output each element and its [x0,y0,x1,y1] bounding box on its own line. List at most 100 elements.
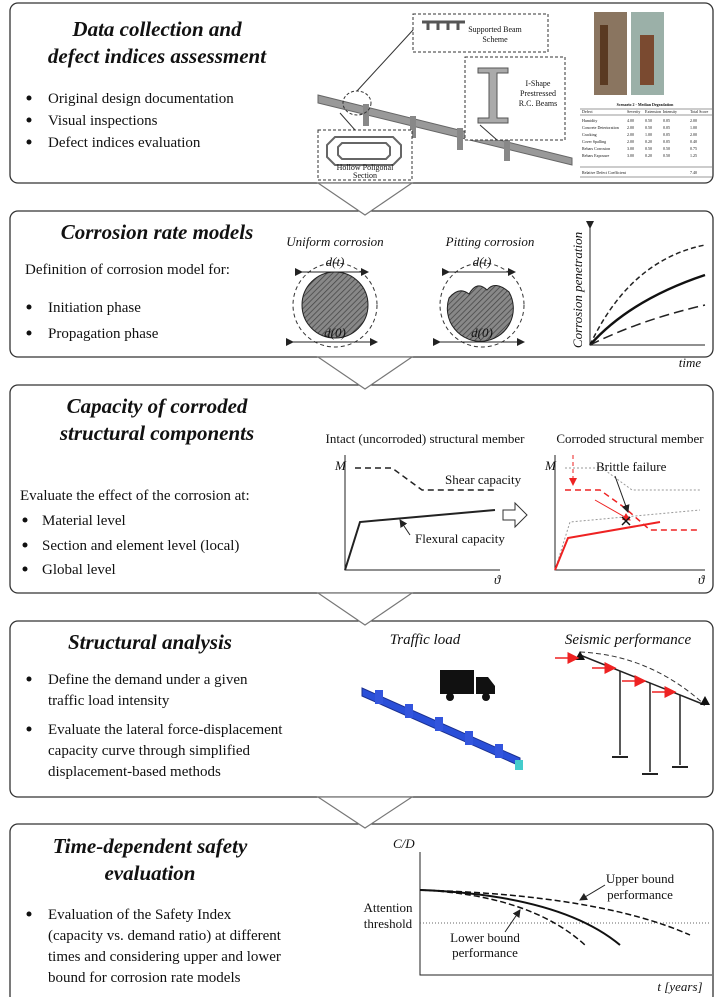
panel-title: Time-dependent safety [53,834,248,858]
figure-label: Section [353,171,377,180]
table-cell: 0.50 [645,118,652,123]
table-cell: 1.00 [690,125,697,130]
label: threshold [364,916,413,931]
table-header: Severity [627,109,640,114]
bullet: Original design documentation [48,91,234,107]
panel-title: evaluation [104,861,195,885]
table-cell: 0.75 [690,146,697,151]
text: Evaluate the effect of the corrosion at: [20,488,250,504]
bullet: bound for corrosion rate models [48,970,241,986]
flow-arrow [318,593,412,625]
bullet: Evaluation of the Safety Index [48,907,232,923]
table-cell: Cover Spalling [582,139,606,144]
table-cell: 0.05 [663,118,670,123]
figure-label: Supported Beam [468,25,522,34]
flowchart: Data collection and defect indices asses… [0,0,717,997]
table-cell: 2.00 [627,132,634,137]
table-header: Intensity [663,109,677,114]
table-cell: Concrete Deterioration [582,125,619,130]
table-cell: 1.25 [690,153,697,158]
bullet: displacement-based methods [48,764,221,780]
label: performance [607,887,673,902]
table-footer: 7.40 [690,170,697,175]
table-cell: 0.05 [663,139,670,144]
axis-label: time [679,355,702,370]
label: Flexural capacity [415,531,505,546]
axis-label: t [years] [657,979,702,994]
label: Lower bound [450,930,520,945]
table-cell: 2.00 [690,132,697,137]
bullet: Visual inspections [48,113,158,129]
flow-arrow [318,183,412,215]
label: Uniform corrosion [286,234,383,249]
figure-label: R.C. Beams [519,99,557,108]
label: Brittle failure [596,459,667,474]
figure-label: Prestressed [520,89,556,98]
table-header: Defect [582,109,594,114]
table-cell: 2.00 [627,125,634,130]
label: d(0) [324,325,346,340]
figure-label: Scheme [482,35,508,44]
table-cell: 0.50 [645,125,652,130]
text: Definition of corrosion model for: [25,262,230,278]
table-cell: 3.00 [627,153,634,158]
table-header: Total Score [690,109,708,114]
panel-title: defect indices assessment [48,44,267,68]
panel-title: Data collection and [71,17,242,41]
bullet: Define the demand under a given [48,672,248,688]
table-cell: 0.20 [645,139,652,144]
table-cell: 0.50 [645,146,652,151]
label: d(0) [471,325,493,340]
flow-arrow [318,357,412,389]
axis-label: Corrosion penetration [570,232,585,348]
axis-label: C/D [393,836,415,851]
label: Traffic load [390,632,461,648]
label: Intact (uncorroded) structural member [326,431,526,446]
table-cell: 0.40 [690,139,697,144]
bullet: Global level [42,562,116,578]
axis-label: ϑ [698,572,705,587]
table-cell: 0.05 [663,125,670,130]
bullet: Propagation phase [48,326,159,342]
table-footer: Relative Defect Coefficient [582,170,627,175]
table-cell: 0.50 [663,153,670,158]
panel-title: Structural analysis [68,630,232,654]
table-cell: Rebars Exposure [582,153,609,158]
table-title: Scenario 2 - Median Degradation [617,102,674,107]
bullet: times and considering upper and lower [48,949,281,965]
table-cell: 2.00 [690,118,697,123]
axis-label: ϑ [494,572,501,587]
bullet: Material level [42,513,126,529]
label: Upper bound [606,871,675,886]
table-cell: 0.20 [645,153,652,158]
panel-title: Capacity of corroded [67,394,248,418]
label: d(t) [326,254,345,269]
label: d(t) [473,254,492,269]
panel-title: Corrosion rate models [61,220,254,244]
bullet: Defect indices evaluation [48,135,201,151]
bullet: Initiation phase [48,300,141,316]
table-cell: 1.00 [645,132,652,137]
bullet: Section and element level (local) [42,538,239,554]
table-cell: 0.50 [663,146,670,151]
panel-title: structural components [59,421,254,445]
label: Corroded structural member [556,431,704,446]
label: performance [452,945,518,960]
table-cell: Cracking [582,132,597,137]
table-cell: 3.00 [627,146,634,151]
bullet: Evaluate the lateral force-displacement [48,722,283,738]
bullet: traffic load intensity [48,693,170,709]
table-header: Extension [645,109,661,114]
table-cell: Rebars Corrosion [582,146,610,151]
axis-label: M [334,458,347,473]
label: Pitting corrosion [445,234,535,249]
bullet: (capacity vs. demand ratio) at different [48,928,282,944]
label: Attention [363,900,413,915]
label: Shear capacity [445,472,522,487]
table-cell: 4.00 [627,118,634,123]
figure-label: I-Shape [526,79,551,88]
table-cell: 0.05 [663,132,670,137]
label: Seismic performance [565,632,692,648]
axis-label: M [544,458,557,473]
bullet: capacity curve through simplified [48,743,251,759]
